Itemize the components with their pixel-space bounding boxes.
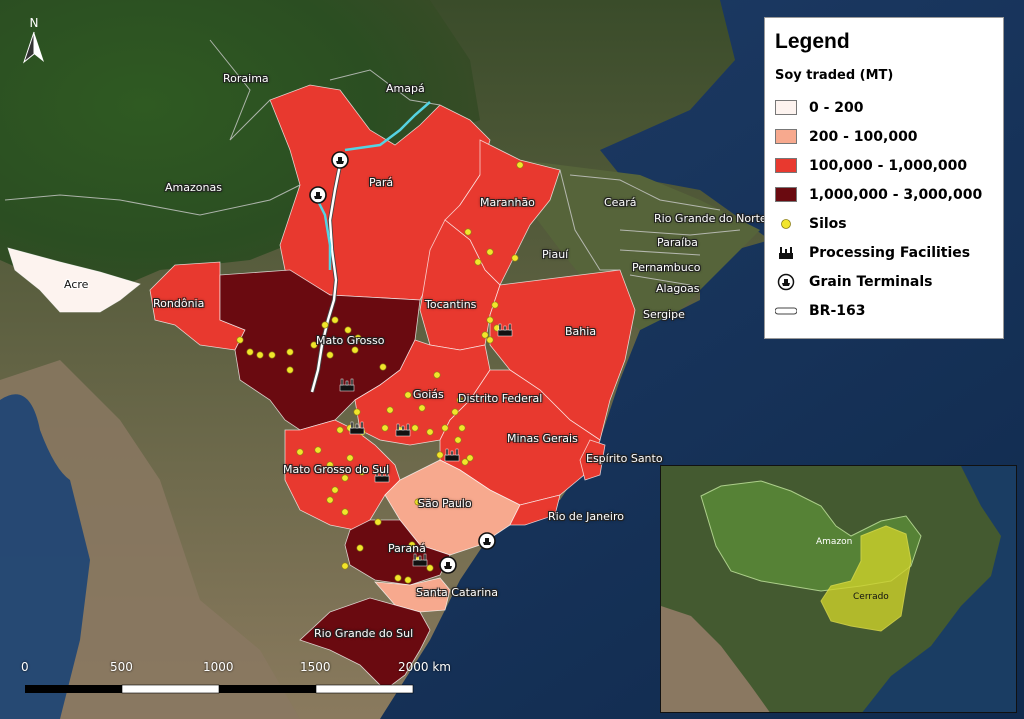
legend-terminals: Grain Terminals [775,267,1003,296]
legend-class-2-label: 200 - 100,000 [809,128,918,145]
states-layer [7,84,636,691]
amazon-forest [0,0,480,300]
scale-tick-1500: 1500 [300,660,331,674]
label-mato-grosso: Mato Grosso [316,334,385,347]
state-rio-grande-do-sul [299,597,431,691]
state-parana [344,519,451,586]
state-rio-de-janeiro [509,494,561,526]
silo-icon [775,215,797,233]
legend-processing-label: Processing Facilities [809,244,971,261]
label-mato-grosso-do-sul: Mato Grosso do Sul [283,463,390,476]
legend-title: Legend [775,30,850,53]
pacific-coast [0,394,90,719]
north-arrow: N [18,14,50,70]
label-paraiba: Paraíba [657,236,698,249]
legend-processing: Processing Facilities [775,238,1003,267]
label-minas-gerais: Minas Gerais [507,432,578,445]
legend-road-label: BR-163 [809,302,866,319]
state-bahia [489,269,636,441]
processing-facilities-layer [339,323,513,567]
legend-class-3-label: 100,000 - 1,000,000 [809,157,968,174]
label-goias: Goiás [413,388,444,401]
label-ceara: Ceará [604,196,637,209]
road-line-icon [775,302,797,320]
legend-class-1: 0 - 200 [775,93,1003,122]
legend-class-4: 1,000,000 - 3,000,000 [775,180,1003,209]
inset-cerrado-label: Cerrado [853,592,889,602]
label-alagoas: Alagoas [656,282,700,295]
label-bahia: Bahia [565,325,597,338]
scale-tick-500: 500 [110,660,133,674]
legend-class-1-label: 0 - 200 [809,99,864,116]
label-santa-catarina: Santa Catarina [416,586,499,599]
scale-bar [25,684,414,694]
grain-terminals-layer [309,151,496,574]
label-roraima: Roraima [223,72,269,85]
legend-road: BR-163 [775,296,1003,325]
label-amazonas: Amazonas [165,181,222,194]
label-maranhao: Maranhão [480,196,535,209]
amazon-river [313,101,431,270]
label-piaui: Piauí [542,248,569,261]
legend-swatch-2 [775,129,797,144]
inset-map: Amazon Cerrado [660,465,1017,713]
label-rio-grande-do-sul: Rio Grande do Sul [314,627,414,640]
legend-panel: Legend Soy traded (MT) 0 - 200 200 - 100… [764,17,1004,339]
north-label: N [30,16,39,30]
legend-swatch-1 [775,100,797,115]
label-rio-grande-do-norte: Rio Grande do Norte [654,212,767,225]
label-sao-paulo: São Paulo [418,497,472,510]
scale-tick-0: 0 [21,660,29,674]
label-para: Pará [369,176,394,189]
inset-amazon-label: Amazon [816,537,852,547]
label-pernambuco: Pernambuco [632,261,701,274]
legend-class-3: 100,000 - 1,000,000 [775,151,1003,180]
label-tocantins: Tocantins [425,298,477,311]
state-espirito-santo [579,439,606,481]
label-sergipe: Sergipe [643,308,685,321]
state-acre [7,247,141,313]
legend-silos-label: Silos [809,215,847,232]
label-rio-de-janeiro: Rio de Janeiro [548,510,624,523]
factory-icon [775,244,797,262]
legend-swatch-3 [775,158,797,173]
legend-class-2: 200 - 100,000 [775,122,1003,151]
unfilled-state-borders [4,39,741,286]
label-rondonia: Rondônia [153,297,205,310]
label-acre: Acre [64,278,89,291]
scale-tick-1000: 1000 [203,660,234,674]
label-parana: Paraná [388,542,426,555]
legend-swatch-4 [775,187,797,202]
scale-tick-2000: 2000 km [398,660,451,674]
label-distrito-federal: Distrito Federal [458,392,543,405]
inset-cerrado [820,525,912,632]
ship-icon [775,273,797,291]
label-amapa: Amapá [386,82,425,95]
ne-land [520,160,760,330]
legend-class-4-label: 1,000,000 - 3,000,000 [809,186,983,203]
legend-terminals-label: Grain Terminals [809,273,933,290]
legend-silos: Silos [775,209,1003,238]
legend-subtitle: Soy traded (MT) [775,68,894,83]
label-espirito-santo: Espírito Santo [586,452,663,465]
